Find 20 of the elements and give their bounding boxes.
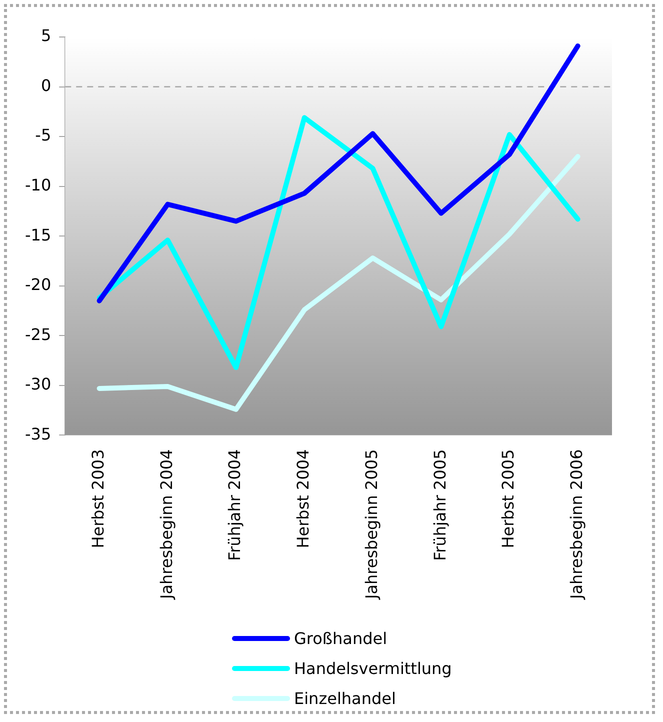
x-tick-label: Jahresbeginn 2005: [362, 449, 381, 600]
legend-label: Großhandel: [294, 628, 388, 648]
x-tick-label: Herbst 2005: [498, 449, 518, 548]
x-tick-label: Frühjahr 2004: [225, 449, 244, 561]
y-tick-label: -15: [24, 225, 52, 244]
legend-label: Einzelhandel: [294, 688, 396, 708]
x-tick-label: Jahresbeginn 2006: [566, 449, 586, 600]
y-tick-label: -10: [24, 175, 52, 194]
y-tick-label: 5: [40, 26, 52, 46]
y-tick-label: -30: [24, 374, 52, 394]
y-tick-label: -35: [24, 424, 52, 444]
y-tick-label: -5: [35, 126, 52, 145]
x-tick-label: Jahresbeginn 2004: [156, 449, 176, 600]
y-tick-label: -20: [24, 275, 52, 294]
x-tick-label: Herbst 2003: [88, 449, 108, 548]
y-tick-label: -25: [24, 324, 52, 344]
legend-label: Handelsvermittlung: [294, 658, 452, 678]
x-tick-label: Herbst 2004: [294, 449, 313, 548]
y-tick-label: 0: [40, 76, 52, 95]
x-tick-label: Frühjahr 2005: [430, 449, 450, 561]
